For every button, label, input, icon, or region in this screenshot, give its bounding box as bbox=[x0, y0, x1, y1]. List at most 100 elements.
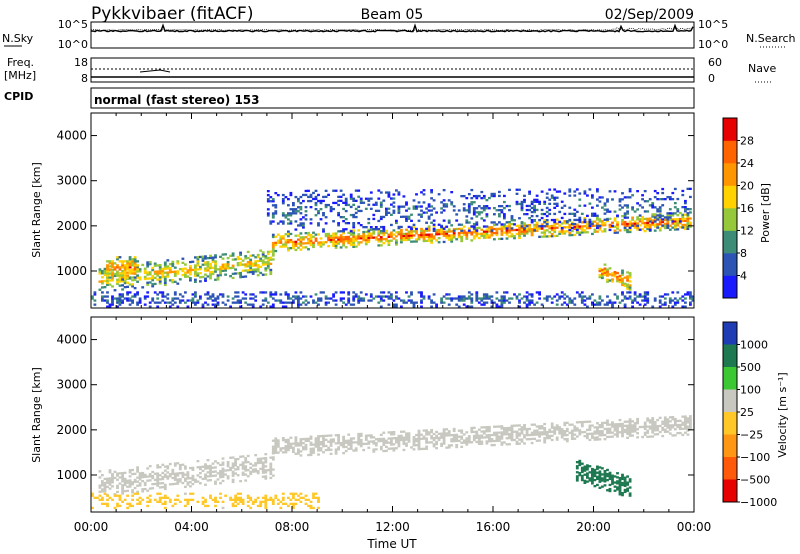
heatmap-cell bbox=[116, 305, 119, 308]
freq-label: Freq. bbox=[7, 56, 34, 69]
heatmap-cell bbox=[583, 192, 587, 195]
heatmap-cell bbox=[686, 227, 690, 230]
heatmap-cell bbox=[128, 266, 132, 269]
heatmap-cell bbox=[216, 303, 220, 306]
heatmap-cell bbox=[339, 297, 343, 300]
heatmap-cell bbox=[357, 241, 361, 244]
heatmap-cell bbox=[603, 476, 607, 479]
heatmap-cell bbox=[666, 222, 670, 225]
heatmap-cell bbox=[437, 223, 441, 226]
heatmap-cell bbox=[435, 305, 438, 308]
heatmap-cell bbox=[508, 231, 511, 234]
heatmap-cell bbox=[470, 293, 474, 296]
heatmap-cell bbox=[586, 472, 589, 475]
heatmap-cell bbox=[641, 295, 644, 298]
heatmap-cell bbox=[505, 229, 509, 232]
heatmap-cell bbox=[467, 291, 471, 294]
heatmap-cell bbox=[651, 427, 655, 430]
heatmap-cell bbox=[219, 473, 222, 477]
heatmap-cell bbox=[520, 225, 524, 228]
heatmap-cell bbox=[596, 214, 599, 217]
heatmap-cell bbox=[103, 477, 107, 481]
heatmap-cell bbox=[98, 494, 102, 497]
heatmap-cell bbox=[204, 261, 207, 264]
heatmap-cell bbox=[658, 210, 662, 213]
heatmap-cell bbox=[387, 207, 391, 210]
heatmap-cell bbox=[663, 420, 667, 423]
heatmap-cell bbox=[621, 223, 624, 226]
heatmap-cell bbox=[101, 502, 104, 505]
heatmap-cell bbox=[374, 228, 378, 231]
heatmap-cell bbox=[271, 200, 275, 203]
heatmap-cell bbox=[101, 291, 104, 294]
heatmap-cell bbox=[354, 449, 358, 452]
heatmap-cell bbox=[377, 301, 381, 304]
heatmap-cell bbox=[116, 270, 119, 273]
heatmap-cell bbox=[123, 297, 127, 300]
heatmap-cell bbox=[113, 506, 117, 510]
heatmap-cell bbox=[342, 291, 345, 294]
heatmap-cell bbox=[523, 234, 526, 237]
heatmap-cell bbox=[618, 418, 622, 422]
heatmap-cell bbox=[618, 301, 622, 304]
heatmap-cell bbox=[470, 203, 474, 206]
heatmap-cell bbox=[390, 239, 393, 242]
heatmap-cell bbox=[520, 432, 524, 435]
heatmap-cell bbox=[254, 454, 258, 457]
heatmap-cell bbox=[121, 500, 124, 503]
heatmap-cell bbox=[136, 480, 139, 483]
heatmap-cell bbox=[136, 466, 139, 469]
heatmap-cell bbox=[347, 235, 351, 239]
heatmap-cell bbox=[586, 420, 589, 423]
heatmap-cell bbox=[593, 228, 597, 231]
heatmap-cell bbox=[153, 301, 157, 304]
heatmap-cell bbox=[314, 496, 318, 499]
heatmap-cell bbox=[525, 208, 529, 212]
heatmap-cell bbox=[337, 434, 340, 437]
heatmap-cell bbox=[148, 487, 152, 490]
heatmap-cell bbox=[445, 297, 449, 300]
heatmap-cell bbox=[294, 442, 298, 445]
heatmap-cell bbox=[287, 293, 290, 296]
heatmap-cell bbox=[357, 439, 361, 442]
heatmap-cell bbox=[377, 238, 381, 241]
heatmap-cell bbox=[101, 286, 104, 289]
heatmap-cell bbox=[472, 222, 476, 226]
heatmap-cell bbox=[314, 492, 318, 495]
heatmap-cell bbox=[123, 479, 127, 483]
heatmap-cell bbox=[372, 232, 376, 235]
heatmap-cell bbox=[271, 445, 275, 448]
heatmap-cell bbox=[588, 477, 592, 480]
heatmap-cell bbox=[256, 461, 260, 465]
heatmap-cell bbox=[628, 486, 632, 489]
heatmap-cell bbox=[475, 430, 479, 433]
heatmap-cell bbox=[342, 228, 345, 231]
heatmap-cell bbox=[575, 477, 579, 480]
heatmap-cell bbox=[297, 444, 300, 447]
heatmap-cell bbox=[281, 212, 285, 215]
heatmap-cell bbox=[201, 257, 205, 260]
heatmap-cell bbox=[623, 282, 627, 285]
heatmap-cell bbox=[236, 496, 240, 499]
heatmap-cell bbox=[671, 305, 675, 308]
heatmap-cell bbox=[415, 433, 418, 437]
heatmap-cell bbox=[214, 470, 217, 473]
heatmap-cell bbox=[638, 204, 642, 207]
heatmap-cell bbox=[269, 270, 273, 274]
heatmap-cell bbox=[359, 432, 363, 436]
heatmap-cell bbox=[178, 299, 182, 302]
heatmap-cell bbox=[254, 498, 258, 501]
heatmap-cell bbox=[234, 500, 237, 503]
heatmap-cell bbox=[138, 478, 142, 481]
heatmap-cell bbox=[460, 435, 464, 438]
heatmap-cell bbox=[186, 502, 190, 505]
heatmap-cell bbox=[103, 486, 107, 489]
heatmap-cell bbox=[294, 248, 298, 252]
heatmap-cell bbox=[616, 280, 619, 283]
heatmap-cell bbox=[181, 299, 185, 302]
heatmap-cell bbox=[93, 291, 97, 294]
heatmap-cell bbox=[678, 425, 682, 429]
heatmap-cell bbox=[251, 293, 255, 296]
heatmap-cell bbox=[264, 504, 268, 508]
heatmap-cell bbox=[432, 227, 436, 230]
